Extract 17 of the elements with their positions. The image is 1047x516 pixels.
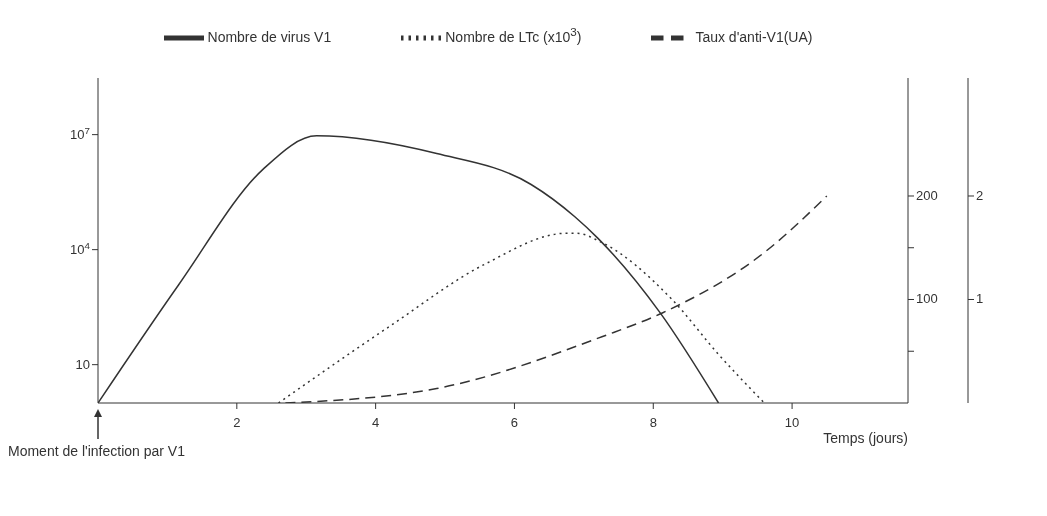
x-tick-label: 8 <box>649 415 657 430</box>
y3-tick-label: 1 <box>976 291 984 307</box>
y2-tick-label: 200 <box>916 187 938 203</box>
legend-label: Nombre de virus V1 <box>207 28 332 45</box>
legend-label: Nombre de LTc (x10$^{3}$) <box>445 25 582 45</box>
x-tick-label: 10 <box>784 415 800 430</box>
y-tick-label: 10 <box>75 356 90 372</box>
legend-label: Taux d'anti-V1(UA) <box>695 28 813 45</box>
x-tick-label: 2 <box>233 415 241 430</box>
x-tick-label: 4 <box>372 415 380 430</box>
y-tick-label: 10$^{7}$ <box>70 124 90 142</box>
y3-tick-label: 2 <box>976 187 984 203</box>
x-tick-label: 6 <box>510 415 519 430</box>
y-tick-label: 10$^{4}$ <box>70 239 91 257</box>
y2-tick-label: 100 <box>916 291 938 307</box>
x-axis-title: Temps (jours) <box>823 430 908 446</box>
annotation: Moment de l'infection par V1 <box>8 443 185 459</box>
